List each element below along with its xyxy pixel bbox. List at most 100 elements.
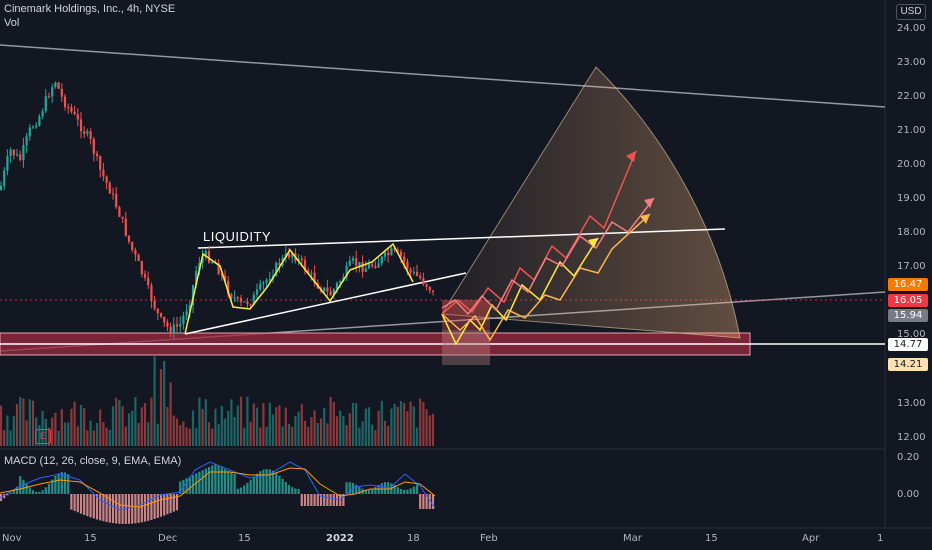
volume-bar [239, 396, 243, 446]
candle-body [303, 260, 307, 271]
volume-bar [323, 407, 326, 446]
volume-bar [25, 420, 28, 446]
macd-bar [255, 473, 259, 494]
macd-bar [239, 487, 243, 494]
macd-bar [409, 488, 412, 494]
candle-body [291, 253, 294, 258]
time-tick: 2022 [326, 533, 354, 544]
time-tick: 1 [877, 533, 884, 544]
time-tick: Dec [158, 533, 178, 544]
candle-body [99, 156, 102, 170]
macd-bar [259, 471, 262, 494]
volume-bar [390, 408, 393, 446]
volume-bar [313, 410, 316, 446]
volume-bar [51, 417, 54, 446]
volume-bar [415, 427, 419, 446]
macd-bar [217, 465, 220, 494]
volume-bar [211, 428, 214, 446]
macd-bar [268, 469, 271, 494]
earnings-badge[interactable]: E [35, 429, 51, 444]
volume-bar [419, 398, 422, 446]
macd-bar [303, 494, 307, 506]
macd-bar [179, 481, 182, 494]
macd-bar [403, 489, 406, 494]
macd-bar [188, 476, 191, 494]
volume-bar [230, 399, 233, 446]
macd-bar [198, 471, 201, 494]
volume-bar [316, 423, 319, 446]
volume-bar [0, 405, 3, 446]
volume-bar [233, 417, 236, 446]
macd-bar [358, 486, 361, 494]
currency-badge[interactable]: USD [896, 4, 926, 20]
candle-body [374, 265, 377, 268]
macd-bar [310, 494, 313, 506]
candle-body [332, 289, 335, 296]
macd-bar [73, 494, 76, 511]
price-label-white: 14.77 [888, 338, 928, 351]
volume-bar [67, 422, 70, 446]
candle-body [163, 316, 166, 323]
macd-bar [95, 494, 99, 520]
volume-bar [188, 428, 191, 446]
volume-bar [358, 427, 361, 446]
macd-bar [297, 488, 300, 494]
candle-body [195, 271, 198, 286]
time-tick: Feb [480, 533, 498, 544]
liquidity-annotation[interactable]: LIQUIDITY [203, 229, 272, 244]
volume-label[interactable]: Vol [4, 17, 20, 29]
volume-bar [339, 410, 342, 446]
volume-bar [249, 421, 252, 446]
macd-bar [201, 470, 204, 494]
volume-bar [348, 413, 351, 446]
volume-bar [22, 398, 25, 446]
candle-body [355, 258, 358, 266]
macd-legend[interactable]: MACD (12, 26, close, 9, EMA, EMA) [4, 455, 182, 467]
candle-body [422, 278, 425, 285]
macd-tick: 0.00 [897, 489, 920, 500]
macd-bar [195, 473, 198, 494]
volume-bar [393, 403, 396, 446]
price-tick: 18.00 [897, 227, 926, 238]
macd-bar [67, 474, 70, 494]
macd-bar [345, 482, 348, 494]
volume-bar [262, 403, 265, 446]
volume-bar [143, 403, 147, 446]
candle-body [169, 326, 172, 334]
macd-bar [89, 494, 92, 518]
volume-bar [396, 406, 399, 446]
time-tick: 15 [705, 533, 718, 544]
volume-bar [182, 421, 185, 446]
candle-body [143, 274, 147, 278]
volume-bar [310, 417, 313, 446]
volume-bar [108, 429, 111, 446]
candle-body [425, 284, 428, 287]
symbol-title[interactable]: Cinemark Holdings, Inc., 4h, NYSE [4, 3, 176, 15]
macd-bar [332, 494, 335, 506]
volume-bar [281, 426, 284, 446]
volume-bar [345, 425, 348, 446]
candle-body [351, 258, 355, 261]
macd-bar [137, 494, 140, 523]
macd-bar [275, 472, 278, 494]
volume-bar [275, 407, 278, 446]
macd-bar [207, 467, 211, 494]
volume-bar [287, 423, 291, 446]
macd-bar [319, 494, 323, 506]
macd-bar [156, 494, 159, 518]
volume-bar [172, 415, 175, 446]
volume-bar [383, 420, 387, 446]
candle-body [390, 248, 393, 256]
candle-body [166, 322, 169, 327]
price-label-orange: 16.47 [888, 278, 928, 291]
candle-body [153, 300, 156, 309]
macd-bar [99, 494, 102, 521]
macd-bar [76, 494, 79, 513]
candle-body [70, 107, 73, 112]
candle-body [377, 263, 380, 268]
macd-bar [118, 494, 121, 524]
candle-body [140, 261, 143, 275]
candle-body [383, 252, 387, 257]
macd-bar [291, 487, 294, 494]
